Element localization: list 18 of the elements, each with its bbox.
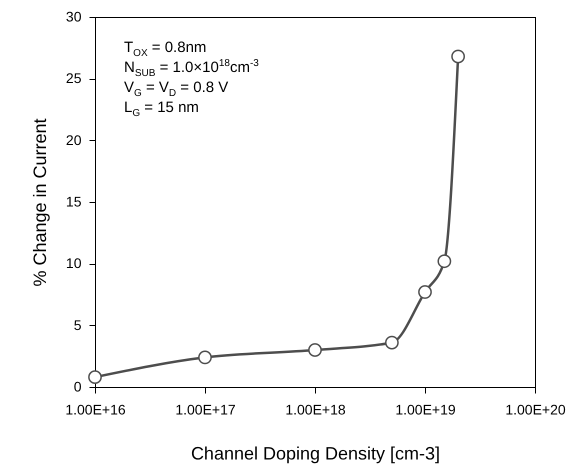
annotation: L$_{G}$ = 15 nm xyxy=(124,98,200,119)
x-tick-label: 1.00E+20 xyxy=(505,402,566,418)
y-axis-title: % Change in Current xyxy=(30,118,50,287)
annotation: V$_{G}$ = V$_{D}$ = 0.8 V xyxy=(124,78,230,99)
x-tick-label: 1.00E+16 xyxy=(65,402,126,418)
annotation: N$_{SUB}$ = 1.0×10$^{18}$cm$^{-3}$ xyxy=(124,58,259,79)
y-tick-label: 25 xyxy=(66,70,82,86)
y-tick-label: 20 xyxy=(66,132,82,148)
x-axis-title: Channel Doping Density [cm-3] xyxy=(190,444,440,464)
x-tick-label: 1.00E+19 xyxy=(395,402,456,418)
y-tick-label: 30 xyxy=(66,8,82,24)
annotation: T$_{OX}$ = 0.8nm xyxy=(124,38,208,59)
x-tick-label: 1.00E+18 xyxy=(285,402,346,418)
x-tick-label: 1.00E+17 xyxy=(175,402,236,418)
y-tick-label: 10 xyxy=(66,255,82,272)
y-tick-label: 5 xyxy=(74,316,82,333)
y-tick-label: 0 xyxy=(74,378,82,394)
y-tick-label: 15 xyxy=(66,194,82,210)
